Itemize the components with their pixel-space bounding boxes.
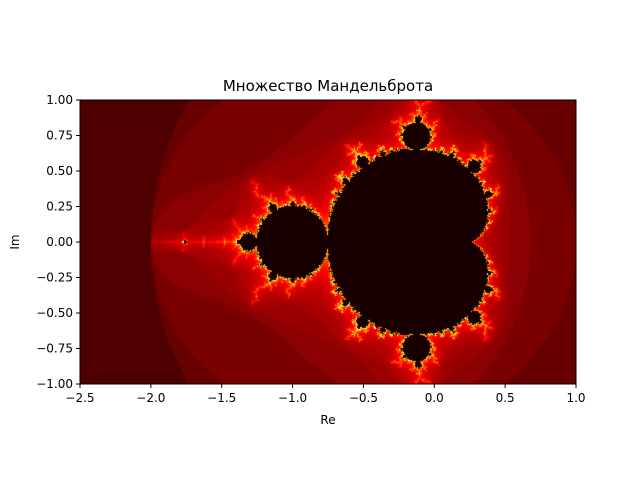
x-tick-label: 1.0 xyxy=(566,391,585,405)
x-tick-label: −0.5 xyxy=(349,391,378,405)
y-axis-label: Im xyxy=(8,234,22,249)
y-tick-label: −0.50 xyxy=(36,306,73,320)
x-tick-label: 0.0 xyxy=(425,391,444,405)
x-axis: −2.5 −2.0 −1.5 −1.0 −0.5 0.0 0.5 1.0 xyxy=(65,384,586,405)
y-axis: 1.00 0.75 0.50 0.25 0.00 −0.25 −0.50 −0.75 −1.00 xyxy=(36,93,80,391)
y-tick-label: −0.25 xyxy=(36,271,73,285)
x-tick-label: −2.0 xyxy=(136,391,165,405)
y-tick-label: −0.75 xyxy=(36,342,73,356)
x-tick-label: 0.5 xyxy=(496,391,515,405)
y-tick-label: 0.50 xyxy=(46,164,73,178)
chart-title: Множество Мандельброта xyxy=(222,77,434,95)
x-tick-label: −1.0 xyxy=(278,391,307,405)
x-axis-label: Re xyxy=(320,413,335,427)
x-tick-label: −2.5 xyxy=(65,391,94,405)
mandelbrot-heatmap xyxy=(80,100,576,384)
x-tick-label: −1.5 xyxy=(207,391,236,405)
y-tick-label: 0.25 xyxy=(46,200,73,214)
y-tick-label: 0.75 xyxy=(46,129,73,143)
y-tick-label: −1.00 xyxy=(36,377,73,391)
plot-frame xyxy=(79,99,577,385)
y-tick-label: 1.00 xyxy=(46,93,73,107)
y-tick-label: 0.00 xyxy=(46,235,73,249)
